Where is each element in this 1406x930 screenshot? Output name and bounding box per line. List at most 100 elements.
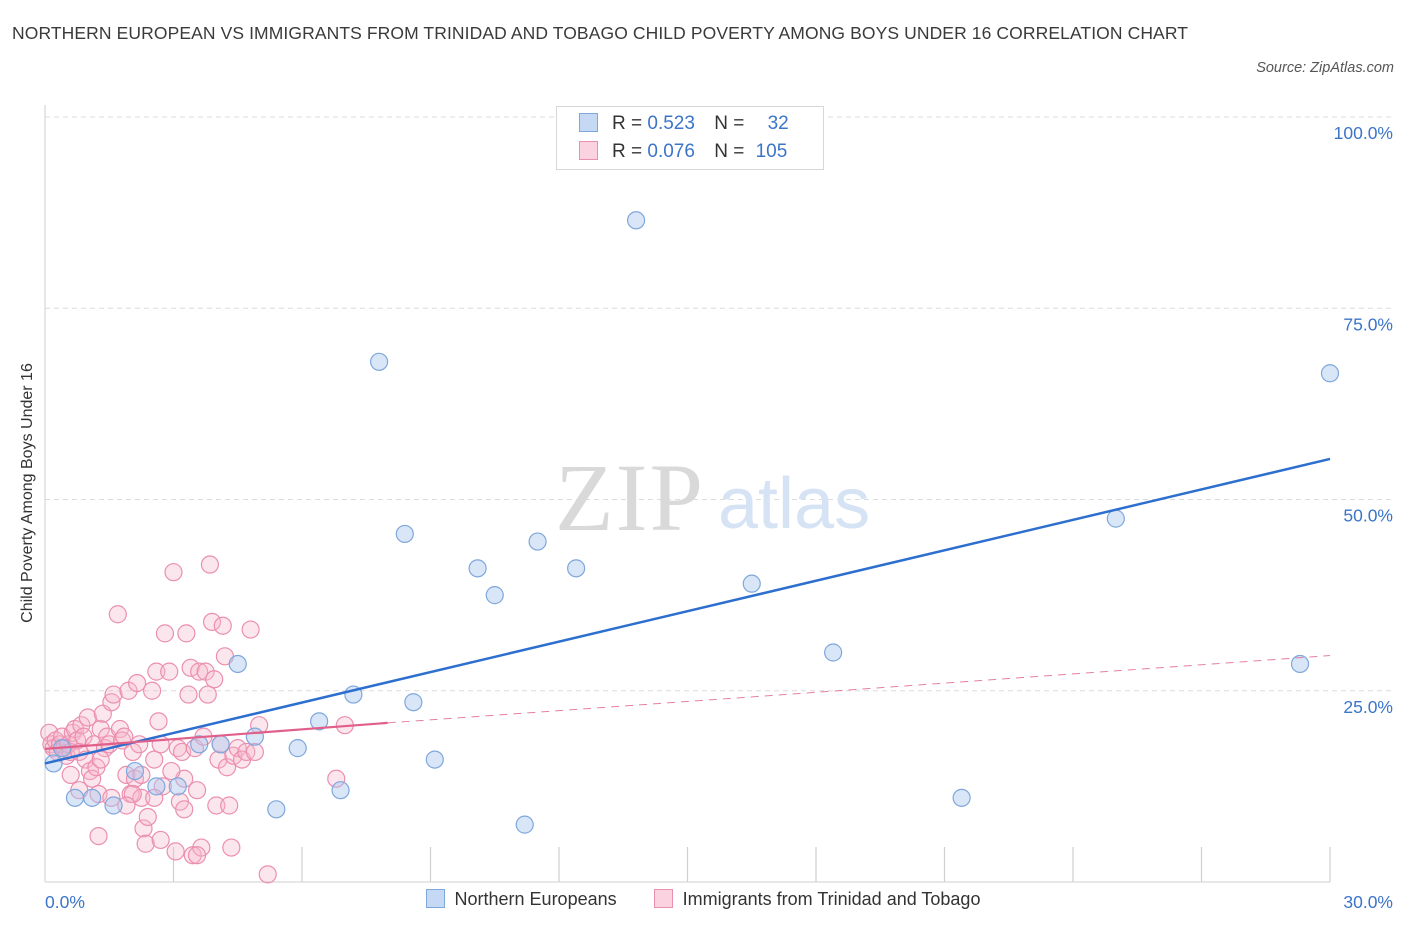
x-tick-label: 30.0% — [1343, 892, 1393, 912]
blue-point — [267, 800, 286, 819]
pink-point — [177, 624, 196, 643]
pink-point — [130, 735, 149, 754]
y-tick-label: 50.0% — [1343, 506, 1393, 526]
axes — [44, 105, 1331, 883]
pink-point — [134, 819, 153, 838]
pink-point — [198, 685, 217, 704]
pink-point — [258, 865, 277, 884]
blue-point — [228, 654, 247, 674]
y-tick-label: 25.0% — [1343, 697, 1393, 717]
pink-point — [327, 769, 346, 788]
pink-point — [181, 658, 200, 677]
blue-point — [190, 735, 209, 754]
pink-point — [123, 784, 142, 804]
blue-point — [425, 750, 444, 769]
source-label: Source: ZipAtlas.com — [1256, 60, 1394, 76]
pink-point — [207, 796, 226, 815]
pink-point — [127, 673, 147, 693]
blue-point — [404, 693, 423, 712]
watermark: ZIP atlas — [555, 444, 870, 551]
pink-point — [200, 555, 220, 574]
legend-item-trinidad-tobago[interactable]: Immigrants from Trinidad and Tobago — [653, 889, 981, 910]
blue-point — [567, 559, 586, 578]
pink-point — [83, 769, 102, 788]
n-value: 32 — [767, 113, 789, 134]
tick-labels: 25.0% 50.0% 75.0% 100.0% 0.0% 30.0% — [45, 123, 1393, 912]
blue-point — [1106, 509, 1125, 528]
blue-point — [395, 524, 414, 544]
pink-trend-dashed — [387, 655, 1331, 724]
blue-trend-line — [44, 457, 1331, 765]
blue-point — [1320, 364, 1340, 383]
pink-point — [145, 750, 164, 769]
n-label: N = — [714, 141, 745, 162]
legend-row-blue: R = 0.523 N = 32 — [579, 112, 789, 136]
correlation-legend: R = 0.523 N = 32 R = 0.076 N = 105 — [556, 106, 824, 170]
pink-point — [145, 788, 164, 807]
pink-point — [91, 750, 110, 769]
r-value: 0.523 — [647, 113, 695, 134]
pink-point — [228, 739, 247, 758]
blue-point — [331, 781, 350, 800]
pink-point — [155, 624, 175, 643]
n-value: 105 — [755, 141, 788, 162]
pink-point — [149, 712, 168, 731]
blue-point — [83, 788, 102, 807]
watermark-zip: ZIP — [555, 444, 705, 551]
r-label: R = — [612, 141, 643, 162]
pink-point — [147, 662, 166, 681]
pink-point — [162, 761, 181, 781]
pink-point — [187, 846, 207, 865]
pink-point — [132, 788, 151, 807]
blue-point — [485, 586, 504, 605]
r-label: R = — [612, 113, 643, 134]
pink-point — [138, 807, 157, 827]
pink-point — [175, 800, 194, 819]
legend-label: Northern Europeans — [454, 889, 617, 909]
x-tick-label: 0.0% — [45, 892, 85, 912]
blue-point — [528, 532, 547, 551]
blue-point — [952, 788, 971, 807]
blue-point — [468, 559, 487, 578]
blue-point — [168, 777, 187, 796]
blue-point — [211, 735, 230, 754]
pink-point — [117, 796, 136, 815]
legend-item-northern-europeans[interactable]: Northern Europeans — [425, 889, 617, 910]
blue-swatch — [579, 113, 598, 132]
pink-point — [164, 563, 183, 582]
blue-point — [288, 739, 307, 758]
pink-point — [179, 685, 198, 704]
pink-point — [187, 781, 207, 800]
pink-point — [166, 842, 185, 861]
blue-point — [742, 574, 761, 593]
pink-point — [151, 830, 170, 850]
pink-point — [117, 765, 136, 785]
blue-point — [310, 712, 329, 731]
legend-label: Immigrants from Trinidad and Tobago — [682, 889, 981, 909]
blue-point — [245, 727, 264, 746]
blue-point — [147, 777, 166, 796]
y-tick-label: 75.0% — [1343, 314, 1393, 334]
pink-swatch — [653, 889, 673, 908]
pink-point — [222, 838, 241, 857]
pink-point — [136, 834, 155, 853]
pink-point — [205, 670, 224, 689]
blue-swatch — [425, 889, 445, 908]
r-value: 0.076 — [647, 141, 695, 162]
blue-point — [65, 788, 85, 807]
pink-point — [245, 742, 264, 762]
pink-point — [190, 662, 209, 681]
legend-row-pink: R = 0.076 N = 105 — [579, 140, 787, 164]
pink-point — [241, 620, 260, 639]
pink-point — [108, 605, 127, 624]
blue-point — [104, 796, 123, 815]
n-label: N = — [714, 113, 745, 134]
blue-point — [370, 352, 389, 371]
series-legend: Northern Europeans Immigrants from Trini… — [0, 889, 1406, 910]
pink-point — [220, 796, 239, 815]
trend-lines — [44, 457, 1331, 765]
pink-point — [160, 662, 179, 681]
watermark-atlas: atlas — [718, 464, 870, 544]
blue-series-points — [44, 211, 1340, 834]
pink-point — [89, 826, 108, 846]
